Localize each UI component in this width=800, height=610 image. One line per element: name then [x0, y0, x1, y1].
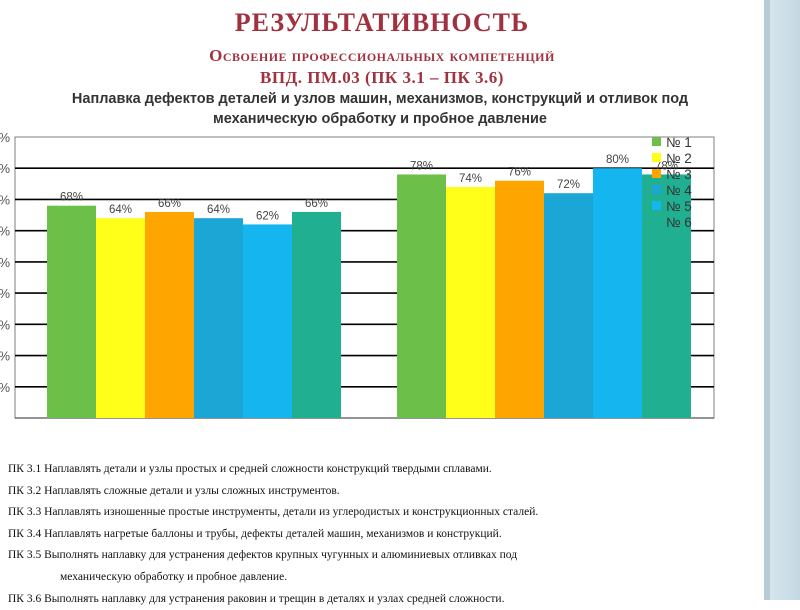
data-label: 80%	[606, 154, 629, 166]
chart-title: Наплавка дефектов деталей и узлов машин,…	[71, 91, 689, 127]
bar	[593, 168, 642, 418]
y-tick-label: %	[0, 130, 10, 145]
bar	[495, 180, 544, 418]
bar-chart: %%%%%%%%% 68% 78% 64% 74% 66% 76% 64% 72% 62% 80% 6…	[0, 130, 715, 419]
data-label: 64%	[109, 204, 132, 216]
competency-note: ПК 3.1 Наплавлять детали и узлы простых …	[8, 463, 492, 475]
bar	[397, 174, 446, 418]
competency-note: ПК 3.2 Наплавлять сложные детали и узлы …	[8, 484, 340, 497]
legend-swatch	[652, 201, 661, 210]
competency-note: ПК 3.4 Наплавлять нагретые баллоны и тру…	[8, 527, 502, 540]
competency-note: ПК 3.5 Выполнять наплавку для устранения…	[8, 549, 518, 562]
data-label: 66%	[158, 198, 181, 210]
data-label: 78%	[410, 160, 433, 172]
legend-label: № 5	[666, 199, 692, 214]
data-label: 68%	[60, 192, 83, 204]
bar	[243, 224, 292, 418]
data-label: 76%	[508, 167, 531, 179]
legend-label: № 4	[666, 183, 692, 198]
legend-swatch	[652, 137, 661, 146]
y-tick-label: %	[0, 317, 10, 332]
bar	[292, 211, 341, 418]
bar	[145, 211, 194, 418]
bar	[96, 218, 145, 418]
legend-swatch	[652, 185, 661, 194]
legend-label: № 6	[666, 215, 692, 230]
y-tick-label: %	[0, 192, 10, 207]
bar	[47, 205, 96, 418]
slide-title: РЕЗУЛЬТАТИВНОСТЬ	[234, 8, 530, 37]
y-tick-label: %	[0, 286, 10, 301]
bar	[544, 193, 593, 418]
decorative-side-strip	[764, 0, 800, 600]
slide-subtitle: Освоение профессиональных компетенций	[209, 46, 555, 65]
y-tick-label: %	[0, 349, 10, 364]
bar	[642, 174, 691, 418]
legend-swatch	[652, 153, 661, 162]
legend-swatch	[652, 217, 661, 226]
slide-subtitle-module: ВПД. ПМ.03 (ПК 3.1 – ПК 3.6)	[260, 68, 504, 87]
data-label: 62%	[256, 210, 279, 222]
competency-notes: ПК 3.1 Наплавлять детали и узлы простых …	[8, 459, 748, 610]
bar	[194, 218, 243, 418]
data-label: 74%	[459, 173, 482, 185]
y-tick-label: %	[0, 161, 10, 176]
legend-label: № 1	[666, 135, 692, 150]
data-label: 64%	[207, 204, 230, 216]
legend-label: № 2	[666, 151, 692, 166]
y-tick-label: %	[0, 380, 10, 395]
y-tick-label: %	[0, 255, 10, 270]
legend-label: № 3	[666, 167, 692, 182]
legend-swatch	[652, 169, 661, 178]
bar	[446, 186, 495, 418]
data-label: 66%	[305, 198, 328, 210]
data-label: 72%	[557, 179, 580, 191]
y-tick-label: %	[0, 224, 10, 239]
competency-note: ПК 3.6 Выполнять наплавку для устранения…	[8, 592, 505, 605]
competency-note: ПК 3.3 Наплавлять изношенные простые инс…	[8, 506, 539, 519]
competency-note: механическую обработку и пробное давлени…	[60, 570, 288, 583]
